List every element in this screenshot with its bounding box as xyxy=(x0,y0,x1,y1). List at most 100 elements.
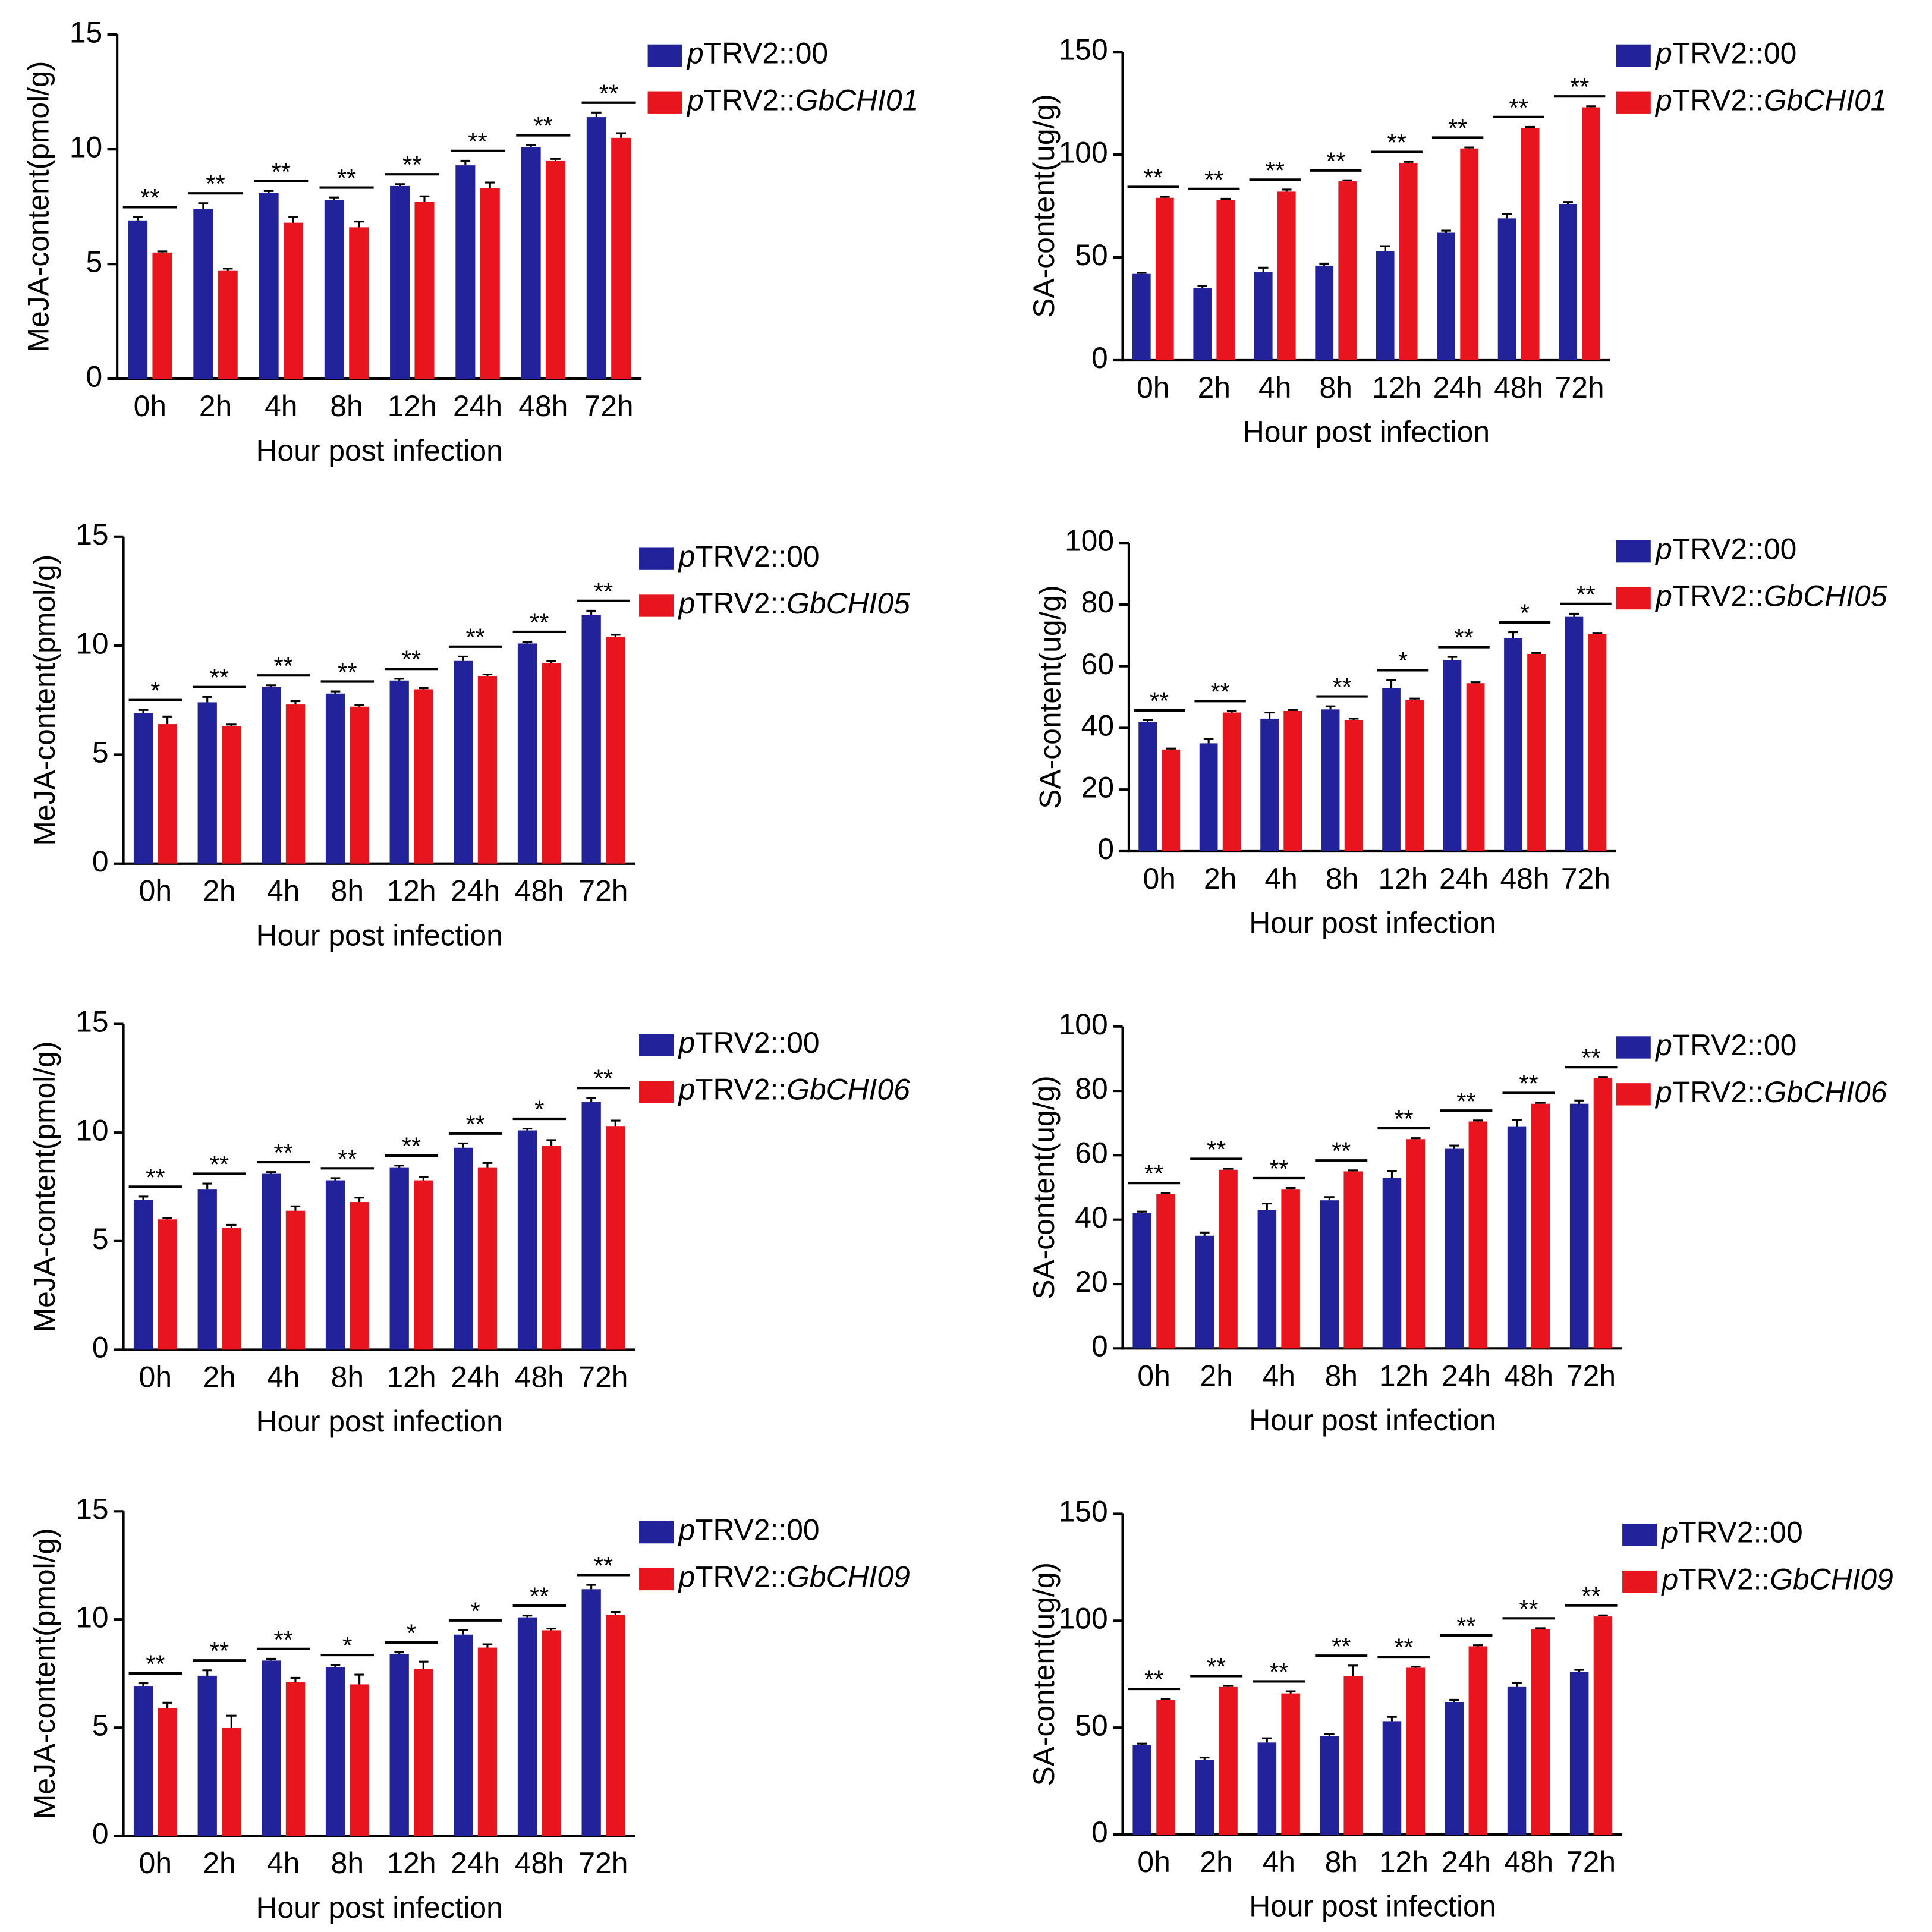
error-bar xyxy=(1348,1664,1358,1676)
x-tick-label: 24h xyxy=(453,389,502,423)
x-tick-label: 24h xyxy=(451,1360,500,1393)
x-tick-label: 0h xyxy=(1137,1845,1170,1878)
legend-swatch xyxy=(647,44,682,67)
significance-label: * xyxy=(342,1632,352,1660)
error-bar xyxy=(458,1142,468,1148)
x-tick-label: 2h xyxy=(199,389,232,423)
error-bar xyxy=(419,195,430,202)
significance-label: ** xyxy=(599,79,618,107)
x-tick-label: 48h xyxy=(515,1360,564,1393)
bar xyxy=(1521,128,1540,361)
bar xyxy=(542,1146,561,1350)
legend-swatch xyxy=(639,594,674,617)
error-bar xyxy=(354,221,364,228)
significance-label: ** xyxy=(594,1552,613,1579)
x-tick-label: 8h xyxy=(330,389,363,423)
significance-label: ** xyxy=(530,608,549,636)
legend-label: pTRV2::00 xyxy=(677,540,819,573)
bar xyxy=(581,1102,601,1350)
legend-swatch xyxy=(1616,587,1651,610)
error-bar xyxy=(591,111,602,118)
bar xyxy=(1344,720,1363,851)
error-bar xyxy=(394,678,405,681)
bar xyxy=(222,1228,241,1350)
bar xyxy=(477,1167,498,1350)
bar xyxy=(586,117,606,379)
x-tick-label: 2h xyxy=(1200,1845,1232,1878)
significance-label: ** xyxy=(1150,687,1169,715)
error-bar xyxy=(1324,1196,1335,1201)
bar xyxy=(350,1202,369,1350)
x-tick-label: 0h xyxy=(1137,1359,1170,1392)
bar xyxy=(1132,273,1151,361)
error-bar xyxy=(266,684,276,687)
y-tick-label: 100 xyxy=(1059,136,1108,169)
bar xyxy=(1257,1210,1277,1349)
error-bar xyxy=(522,640,533,644)
y-tick-label: 15 xyxy=(70,15,102,49)
bar xyxy=(193,209,213,379)
error-bar xyxy=(482,1643,493,1648)
bar xyxy=(454,1147,473,1350)
error-bar xyxy=(1410,1666,1421,1668)
error-bar xyxy=(1586,105,1596,108)
bar xyxy=(1437,232,1456,361)
bar xyxy=(581,1589,601,1836)
bar xyxy=(389,1167,409,1350)
significance-label: ** xyxy=(1456,1612,1475,1640)
legend-label: pTRV2::GbCHI05 xyxy=(677,587,910,620)
significance-label: ** xyxy=(402,646,421,674)
legend-label: pTRV2::00 xyxy=(1654,37,1796,70)
error-bar xyxy=(1197,285,1208,288)
error-bar xyxy=(458,655,468,661)
x-tick-label: 24h xyxy=(1433,371,1483,404)
x-tick-label: 72h xyxy=(1555,371,1604,404)
y-tick-label: 100 xyxy=(1059,1008,1108,1041)
bar xyxy=(1507,1126,1527,1349)
significance-label: ** xyxy=(1519,1069,1538,1097)
bar xyxy=(1445,1702,1464,1835)
bar xyxy=(1527,653,1546,851)
x-tick-label: 72h xyxy=(578,1360,628,1393)
bar xyxy=(1320,1200,1339,1349)
error-bar xyxy=(330,1664,341,1667)
error-bar xyxy=(1285,1187,1296,1190)
x-axis-title: Hour post infection xyxy=(256,1891,503,1924)
error-bar xyxy=(1226,710,1237,713)
significance-label: * xyxy=(534,1096,544,1124)
error-bar xyxy=(1569,612,1579,617)
error-bar xyxy=(1258,266,1269,272)
bar xyxy=(158,1219,177,1350)
legend-swatch xyxy=(1616,44,1651,67)
bar xyxy=(1531,1629,1550,1835)
bar xyxy=(1338,181,1357,361)
bar xyxy=(1406,1667,1426,1835)
bar xyxy=(414,1669,433,1836)
x-axis-title: Hour post infection xyxy=(256,918,503,952)
legend-swatch xyxy=(639,1521,674,1544)
y-axis-title: MeJA-content(pmol/g) xyxy=(28,1528,61,1819)
x-axis-title: Hour post infection xyxy=(1249,1890,1496,1923)
error-bar xyxy=(138,709,149,713)
y-tick-label: 40 xyxy=(1075,1201,1107,1234)
error-bar xyxy=(226,1714,237,1728)
bar xyxy=(1466,683,1485,851)
error-bar xyxy=(1288,709,1298,711)
bar xyxy=(1504,638,1522,851)
error-bar xyxy=(1464,146,1474,149)
legend-label: pTRV2::GbCHI01 xyxy=(1654,83,1887,117)
bar xyxy=(455,165,476,379)
x-tick-label: 2h xyxy=(203,1360,235,1393)
significance-label: ** xyxy=(1581,1582,1600,1610)
bar xyxy=(1593,1616,1613,1835)
error-bar xyxy=(330,1177,341,1181)
error-bar xyxy=(1598,1076,1608,1078)
significance-label: ** xyxy=(402,1132,421,1160)
x-tick-label: 24h xyxy=(1439,862,1489,895)
legend-label: pTRV2::00 xyxy=(1660,1516,1802,1549)
bar xyxy=(350,1684,369,1836)
x-tick-label: 24h xyxy=(1442,1845,1491,1878)
significance-label: ** xyxy=(1394,1105,1413,1133)
x-tick-label: 48h xyxy=(515,1846,564,1880)
y-tick-label: 10 xyxy=(75,627,108,660)
